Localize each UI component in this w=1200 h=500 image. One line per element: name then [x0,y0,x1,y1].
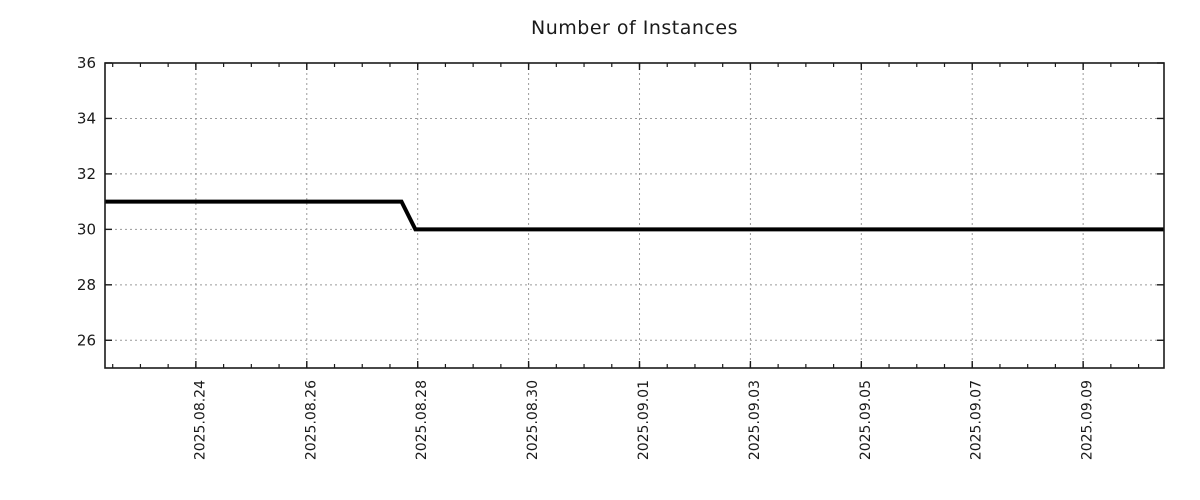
y-tick-label: 34 [77,110,96,128]
x-tick-label: 2025.09.03 [747,380,763,460]
x-tick-label: 2025.08.26 [303,380,319,460]
x-tick-label: 2025.09.07 [969,380,985,460]
y-tick-label: 32 [77,165,96,183]
x-tick-label: 2025.08.28 [414,380,430,460]
axis-labels: 2025.08.24 2025.08.26 2025.08.28 2025.08.30… [77,54,1096,460]
series-lines [105,199,1164,232]
y-tick-label: 26 [77,331,96,349]
x-tick-label: 2025.08.24 [192,380,208,460]
plot-border [104,62,1165,369]
x-tick-label: 2025.09.01 [636,380,652,460]
series-line-instances [105,199,1164,232]
gridlines [105,63,1164,368]
y-tick-label: 36 [77,54,96,72]
x-tick-label: 2025.09.09 [1080,380,1096,460]
x-tick-label: 2025.09.05 [858,380,874,460]
y-tick-label: 28 [77,276,96,294]
chart-title: Number of Instances [531,17,738,39]
x-tick-label: 2025.08.30 [525,380,541,460]
y-tick-label: 30 [77,220,96,238]
axis-ticks [105,62,1164,368]
